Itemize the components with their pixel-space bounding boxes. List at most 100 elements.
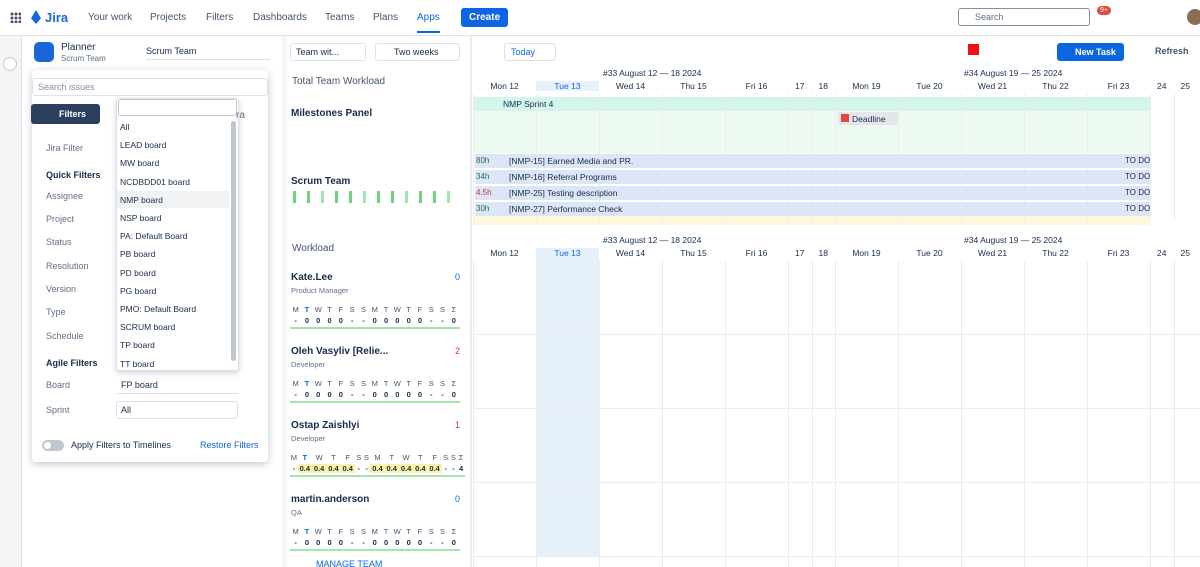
nav-item[interactable]: Projects [150, 12, 187, 23]
capacity-line [290, 475, 465, 477]
load-bar [307, 191, 310, 203]
nav-item[interactable]: Your work [88, 12, 133, 23]
week-label: #34 August 19 — 25 2024 [964, 68, 1063, 78]
board-option[interactable]: PA: Default Board [120, 231, 188, 242]
board-option[interactable]: LEAD board [120, 140, 167, 151]
panel-title: Total Team Workload [292, 76, 386, 87]
task-bar [475, 202, 1150, 216]
workload-value: 0 [338, 538, 343, 547]
day-letter: F [432, 453, 437, 462]
load-bar [363, 191, 366, 203]
app-switcher[interactable] [10, 12, 21, 23]
grid-line [473, 261, 474, 567]
load-bar [377, 191, 380, 203]
dropdown-search[interactable] [118, 99, 237, 116]
task-title[interactable]: [NMP-25] Testing description [509, 188, 618, 198]
create-button[interactable]: Create [461, 8, 509, 27]
jira-icon [31, 10, 41, 24]
team-select[interactable]: Scrum Team [146, 46, 270, 60]
day-letter: W [314, 527, 322, 536]
milestone-icon[interactable] [968, 44, 979, 55]
board-select[interactable] [116, 376, 238, 394]
workload-value: - [362, 316, 365, 325]
search-box[interactable]: Search [958, 8, 1090, 26]
refresh-button[interactable]: Refresh [1155, 46, 1189, 56]
workload-value: - [365, 464, 368, 473]
day-label: Tue 20 [916, 81, 943, 91]
grid-line [961, 261, 962, 567]
day-letter: T [327, 527, 332, 536]
workload-value: 0 [395, 390, 400, 399]
search-placeholder: Search issues [38, 82, 95, 92]
task-title[interactable]: [NMP-16] Referral Programs [509, 172, 617, 182]
day-label: Tue 20 [916, 248, 943, 258]
range-select[interactable]: Two weeks [375, 43, 460, 61]
day-letter: F [338, 527, 344, 536]
workload-value: - [441, 538, 444, 547]
task-hours: 4.5h [476, 188, 492, 197]
nav-item[interactable]: Dashboards [253, 12, 307, 23]
board-option[interactable]: PMO: Default Board [120, 304, 197, 314]
sprint-select[interactable] [116, 401, 238, 419]
workload-value: - [294, 316, 297, 325]
workload-value: - [294, 538, 297, 547]
expand-button[interactable] [3, 57, 17, 71]
divider [282, 36, 287, 567]
load-bar [405, 191, 408, 203]
team-name: Scrum Team [61, 54, 106, 63]
day-letter: S [349, 527, 355, 536]
board-option[interactable]: PB board [120, 249, 156, 260]
workload-value: 0 [338, 316, 343, 325]
workload-value: 0 [417, 538, 423, 547]
nav-item[interactable]: Plans [373, 12, 399, 23]
day-letter: S [349, 379, 355, 388]
search-input[interactable] [32, 78, 268, 96]
workload-value: 0 [316, 538, 321, 547]
filter-label: Resolution [46, 261, 89, 271]
board-option[interactable]: TT board [120, 358, 155, 369]
day-letter: S [349, 305, 355, 314]
day-letter: S [356, 453, 362, 462]
board-option[interactable]: NMP board [120, 194, 163, 205]
nav-item[interactable]: Teams [325, 12, 355, 23]
new-task-button[interactable]: New Task [1057, 43, 1124, 61]
board-option[interactable]: PD board [120, 267, 156, 278]
board-option[interactable]: TP board [120, 340, 155, 351]
nav-item[interactable]: Filters [206, 12, 234, 23]
board-option[interactable]: SCRUM board [120, 322, 176, 333]
grid-line [1087, 261, 1088, 567]
filter-label: Jira Filter [46, 143, 84, 153]
day-letter: W [314, 379, 322, 388]
day-letter: T [304, 305, 310, 314]
capacity-line [290, 549, 460, 551]
toggle[interactable] [42, 440, 64, 451]
grid-line [1173, 94, 1175, 221]
task-title[interactable]: [NMP-27] Performance Check [509, 204, 623, 214]
workload-value: - [429, 390, 433, 399]
day-label: 18 [818, 81, 828, 91]
day-label: Wed 21 [977, 248, 1008, 258]
avatar[interactable] [1187, 9, 1200, 25]
filters-button[interactable]: Filters [31, 104, 101, 124]
today-column [536, 248, 599, 557]
board-option[interactable]: NCDBDD01 board [120, 176, 190, 187]
day-label: Thu 22 [1042, 81, 1069, 91]
view-select[interactable]: Team wit... [290, 43, 366, 61]
workload-value: 0.4 [326, 464, 341, 473]
board-option[interactable]: All [120, 122, 130, 132]
nav-item[interactable]: Apps [417, 12, 440, 33]
manage-team[interactable]: MANAGE TEAM [316, 559, 383, 567]
day-label: Wed 14 [615, 81, 646, 91]
board-option[interactable]: PG board [120, 285, 157, 296]
task-title[interactable]: [NMP-15] Earned Media and PR. [509, 156, 634, 166]
day-letter: S [428, 379, 434, 388]
day-letter: M [371, 527, 378, 536]
board-option[interactable]: MW board [120, 158, 160, 169]
filter-label: Quick Filters [46, 170, 101, 180]
restore-link[interactable]: Restore Filters [200, 440, 259, 450]
board-option[interactable]: NSP board [120, 213, 162, 223]
task-bar [475, 154, 1150, 168]
workload-value: 0 [372, 316, 377, 325]
workload-value: 0 [372, 538, 377, 547]
today-button[interactable]: Today [504, 43, 556, 61]
